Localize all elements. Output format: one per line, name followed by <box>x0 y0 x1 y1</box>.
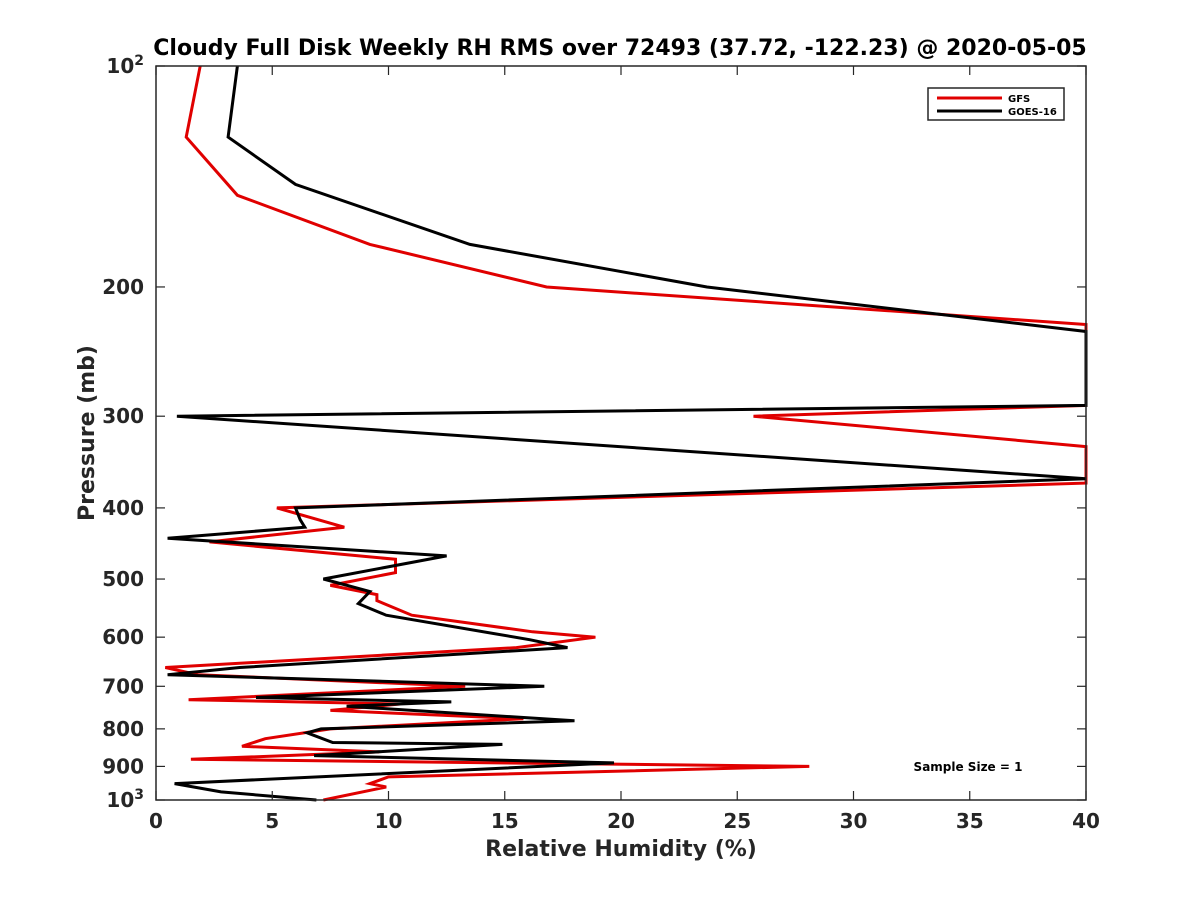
y-tick-label: 900 <box>102 754 144 778</box>
legend-box <box>927 87 1065 121</box>
y-axis-label: Pressure (mb) <box>75 345 100 521</box>
x-axis-label: Relative Humidity (%) <box>485 837 757 862</box>
sample-size-annotation: Sample Size = 1 <box>914 760 1023 774</box>
chart-title: Cloudy Full Disk Weekly RH RMS over 7249… <box>153 36 1086 61</box>
y-tick-label: 600 <box>102 625 144 649</box>
y-tick-label: 500 <box>102 567 144 591</box>
y-tick-label: 102 <box>106 53 144 78</box>
legend: GFS GOES-16 <box>927 87 1065 121</box>
y-tick-label: 200 <box>102 275 144 299</box>
x-tick-label: 25 <box>723 809 751 833</box>
x-tick-label: 20 <box>607 809 635 833</box>
y-tick-label: 800 <box>102 717 144 741</box>
x-tick-label: 35 <box>956 809 984 833</box>
y-axis: 102 200 300 400 500 600 700 800 900 103 <box>102 53 1086 812</box>
y-tick-label: 103 <box>106 787 144 812</box>
legend-label: GOES-16 <box>1008 107 1057 118</box>
legend-label: GFS <box>1008 94 1030 105</box>
x-tick-label: 10 <box>375 809 403 833</box>
x-tick-label: 15 <box>491 809 519 833</box>
x-tick-label: 40 <box>1072 809 1100 833</box>
x-axis: 0 5 10 15 20 25 30 35 40 <box>149 66 1100 833</box>
y-tick-label: 400 <box>102 496 144 520</box>
y-tick-label: 300 <box>102 404 144 428</box>
x-tick-label: 5 <box>265 809 279 833</box>
x-tick-label: 30 <box>840 809 868 833</box>
x-tick-label: 0 <box>149 809 163 833</box>
y-tick-label: 700 <box>102 674 144 698</box>
